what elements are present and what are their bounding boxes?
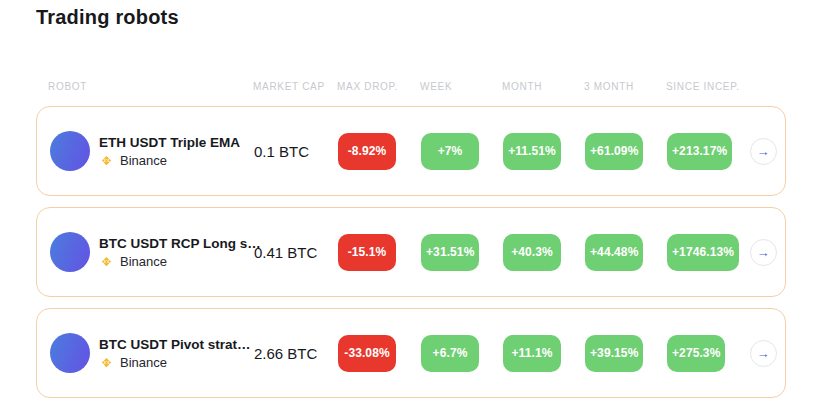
robot-cell: BTC USDT RCP Long s… Binance	[37, 232, 254, 272]
three-month-cell: +39.15%	[585, 335, 667, 372]
column-header-3-month: 3 MONTH	[584, 81, 666, 92]
max-drop-badge: -33.08%	[338, 335, 396, 372]
since-incep-badge: +275.3%	[667, 335, 725, 372]
month-cell: +11.51%	[503, 133, 585, 170]
exchange-name: Binance	[120, 153, 167, 168]
robot-meta: ETH USDT Triple EMA Binance	[99, 135, 240, 168]
three-month-cell: +44.48%	[585, 234, 667, 271]
week-badge: +7%	[421, 133, 479, 170]
robot-meta: BTC USDT RCP Long s… Binance	[99, 236, 261, 269]
column-header-month: MONTH	[502, 81, 584, 92]
robot-name: BTC USDT RCP Long s…	[99, 236, 261, 251]
column-header-max-drop: MAX DROP.	[337, 81, 420, 92]
three-month-badge: +44.48%	[585, 234, 643, 271]
robot-name: ETH USDT Triple EMA	[99, 135, 240, 150]
three-month-cell: +61.09%	[585, 133, 667, 170]
binance-icon	[99, 355, 114, 370]
exchange: Binance	[99, 355, 251, 370]
robot-cell: BTC USDT Pivot strat… Binance	[37, 333, 254, 373]
week-cell: +31.51%	[421, 234, 503, 271]
since-incep-cell: +275.3%	[667, 335, 741, 372]
since-incep-cell: +1746.13%	[667, 234, 741, 271]
table-header: ROBOT MARKET CAP MAX DROP. WEEK MONTH 3 …	[36, 77, 786, 95]
binance-icon	[99, 254, 114, 269]
market-cap-value: 0.1 BTC	[254, 143, 338, 160]
arrow-cell: →	[741, 138, 785, 165]
month-badge: +40.3%	[503, 234, 561, 271]
month-badge: +11.51%	[503, 133, 561, 170]
max-drop-badge: -8.92%	[338, 133, 396, 170]
max-drop-cell: -33.08%	[338, 335, 421, 372]
month-cell: +40.3%	[503, 234, 585, 271]
robot-row[interactable]: BTC USDT RCP Long s… Binance 0.41 BTC -1…	[36, 207, 786, 297]
arrow-right-icon: →	[757, 246, 770, 259]
column-header-robot: ROBOT	[36, 81, 253, 92]
robot-avatar	[50, 232, 90, 272]
column-header-since-incep: SINCE INCEP.	[666, 81, 740, 92]
exchange: Binance	[99, 254, 261, 269]
column-header-week: WEEK	[420, 81, 502, 92]
open-robot-button[interactable]: →	[750, 340, 777, 367]
week-badge: +31.51%	[421, 234, 479, 271]
robot-meta: BTC USDT Pivot strat… Binance	[99, 337, 251, 370]
arrow-right-icon: →	[757, 145, 770, 158]
since-incep-badge: +213.17%	[667, 133, 732, 170]
exchange-name: Binance	[120, 254, 167, 269]
market-cap-value: 0.41 BTC	[254, 244, 338, 261]
robot-row[interactable]: BTC USDT Pivot strat… Binance 2.66 BTC -…	[36, 308, 786, 398]
open-robot-button[interactable]: →	[750, 239, 777, 266]
since-incep-badge: +1746.13%	[667, 234, 739, 271]
max-drop-cell: -15.1%	[338, 234, 421, 271]
exchange-name: Binance	[120, 355, 167, 370]
arrow-right-icon: →	[757, 347, 770, 360]
open-robot-button[interactable]: →	[750, 138, 777, 165]
month-badge: +11.1%	[503, 335, 561, 372]
week-cell: +7%	[421, 133, 503, 170]
binance-icon	[99, 153, 114, 168]
page-title: Trading robots	[36, 6, 786, 29]
trading-robots-page: Trading robots ROBOT MARKET CAP MAX DROP…	[0, 0, 820, 400]
arrow-cell: →	[741, 239, 785, 266]
week-cell: +6.7%	[421, 335, 503, 372]
robot-avatar	[50, 131, 90, 171]
column-header-market-cap: MARKET CAP	[253, 81, 337, 92]
three-month-badge: +39.15%	[585, 335, 643, 372]
robot-avatar	[50, 333, 90, 373]
robot-row[interactable]: ETH USDT Triple EMA Binance 0.1 BTC -8.9…	[36, 106, 786, 196]
exchange: Binance	[99, 153, 240, 168]
week-badge: +6.7%	[421, 335, 479, 372]
max-drop-badge: -15.1%	[338, 234, 396, 271]
three-month-badge: +61.09%	[585, 133, 643, 170]
max-drop-cell: -8.92%	[338, 133, 421, 170]
market-cap-value: 2.66 BTC	[254, 345, 338, 362]
since-incep-cell: +213.17%	[667, 133, 741, 170]
robot-name: BTC USDT Pivot strat…	[99, 337, 251, 352]
month-cell: +11.1%	[503, 335, 585, 372]
arrow-cell: →	[741, 340, 785, 367]
robot-cell: ETH USDT Triple EMA Binance	[37, 131, 254, 171]
